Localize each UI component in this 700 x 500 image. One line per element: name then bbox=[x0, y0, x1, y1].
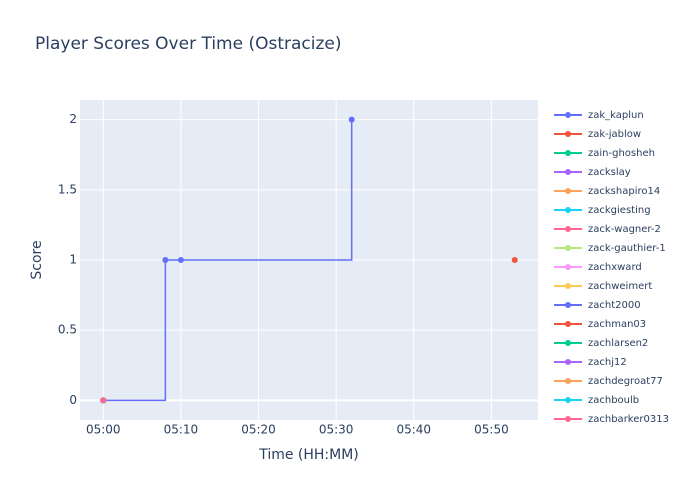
legend-item[interactable]: zak-jablow bbox=[554, 129, 641, 140]
x-axis-label: Time (HH:MM) bbox=[258, 447, 359, 463]
series-line bbox=[103, 119, 353, 402]
x-tick-label: 05:50 bbox=[474, 423, 509, 437]
x-tick-label: 05:30 bbox=[319, 423, 354, 437]
legend-label: zack-gauthier-1 bbox=[588, 243, 666, 254]
legend-marker bbox=[565, 397, 571, 403]
y-tick-label: 0.5 bbox=[58, 323, 77, 337]
y-tick-label: 1 bbox=[69, 253, 77, 267]
legend-item[interactable]: zachj12 bbox=[554, 357, 627, 368]
legend-marker bbox=[565, 302, 571, 308]
legend-item[interactable]: zak_kaplun bbox=[554, 110, 644, 121]
data-point bbox=[177, 257, 184, 263]
legend-item[interactable]: zachxward bbox=[554, 262, 642, 273]
legend-marker bbox=[565, 321, 571, 327]
legend-item[interactable]: zachlarsen2 bbox=[554, 338, 648, 349]
data-point bbox=[100, 397, 107, 404]
legend-marker bbox=[565, 264, 571, 270]
legend-label: zackslay bbox=[588, 167, 631, 178]
legend-label: zachboulb bbox=[588, 395, 639, 406]
y-tick-label: 0 bbox=[69, 393, 77, 407]
legend-marker bbox=[565, 340, 571, 346]
x-tick-label: 05:10 bbox=[164, 423, 199, 437]
legend-label: zackgiesting bbox=[588, 205, 651, 216]
legend-label: zachman03 bbox=[588, 319, 646, 330]
x-tick-label: 05:00 bbox=[86, 423, 121, 437]
legend-label: zacht2000 bbox=[588, 300, 641, 311]
legend-item[interactable]: zacht2000 bbox=[554, 300, 641, 311]
y-tick-label: 1.5 bbox=[58, 182, 77, 196]
legend-label: zachxward bbox=[588, 262, 642, 273]
data-point bbox=[162, 257, 169, 263]
legend-marker bbox=[565, 131, 571, 137]
legend-marker bbox=[565, 150, 571, 156]
legend-item[interactable]: zack-gauthier-1 bbox=[554, 243, 666, 254]
legend-label: zachlarsen2 bbox=[588, 338, 648, 349]
legend-item[interactable]: zackshapiro14 bbox=[554, 186, 660, 197]
legend-marker bbox=[565, 378, 571, 384]
legend-marker bbox=[565, 169, 571, 175]
legend-item[interactable]: zachboulb bbox=[554, 395, 639, 406]
legend-item[interactable]: zackslay bbox=[554, 167, 631, 178]
legend-marker bbox=[565, 359, 571, 365]
plot bbox=[100, 116, 518, 404]
legend-marker bbox=[565, 188, 571, 194]
x-tick-label: 05:20 bbox=[241, 423, 276, 437]
chart-title: Player Scores Over Time (Ostracize) bbox=[35, 34, 342, 54]
legend-item[interactable]: zachweimert bbox=[554, 281, 652, 292]
legend-marker bbox=[565, 283, 571, 289]
legend-label: zak-jablow bbox=[588, 129, 641, 140]
legend-marker bbox=[565, 416, 571, 422]
legend-label: zachj12 bbox=[588, 357, 627, 368]
legend-marker bbox=[565, 245, 571, 251]
legend-label: zak_kaplun bbox=[588, 110, 644, 121]
legend-item[interactable]: zain-ghosheh bbox=[554, 148, 655, 159]
legend-item[interactable]: zachman03 bbox=[554, 319, 646, 330]
legend-item[interactable]: zachbarker0313 bbox=[554, 414, 669, 425]
y-tick-label: 2 bbox=[69, 112, 77, 126]
legend-label: zack-wagner-2 bbox=[588, 224, 661, 235]
legend-marker bbox=[565, 112, 571, 118]
legend-item[interactable]: zackgiesting bbox=[554, 205, 651, 216]
legend: zak_kaplun zak-jablow zain-ghosheh zackslay… bbox=[554, 110, 669, 425]
legend-item[interactable]: zack-wagner-2 bbox=[554, 224, 661, 235]
legend-marker bbox=[565, 226, 571, 232]
legend-label: zachbarker0313 bbox=[588, 414, 669, 425]
legend-label: zachdegroat77 bbox=[588, 376, 663, 387]
data-point bbox=[348, 116, 355, 123]
legend-item[interactable]: zachdegroat77 bbox=[554, 376, 663, 387]
legend-label: zain-ghosheh bbox=[588, 148, 655, 159]
legend-label: zackshapiro14 bbox=[588, 186, 660, 197]
x-tick-label: 05:40 bbox=[396, 423, 431, 437]
legend-label: zachweimert bbox=[588, 281, 652, 292]
y-axis-label: Score bbox=[29, 240, 45, 279]
data-point bbox=[511, 257, 518, 263]
legend-marker bbox=[565, 207, 571, 213]
